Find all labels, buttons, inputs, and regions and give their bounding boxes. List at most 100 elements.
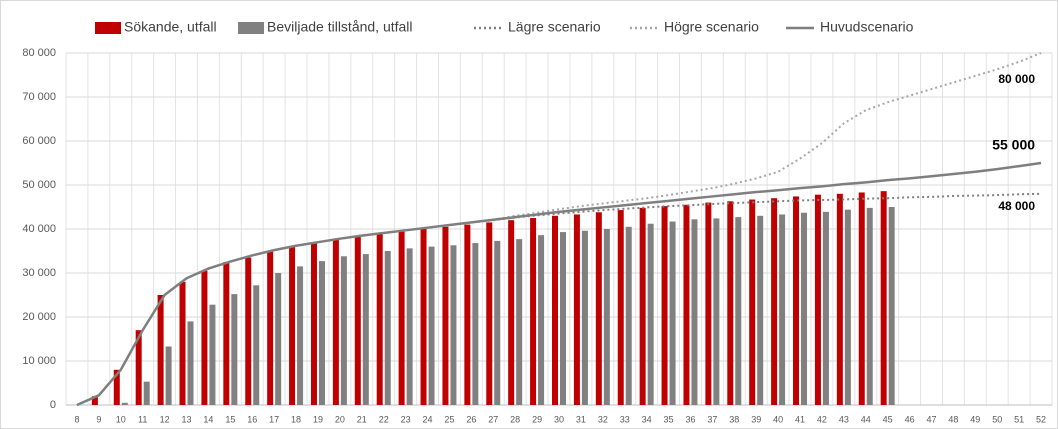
bar [735, 217, 742, 405]
bar [464, 224, 471, 405]
line [76, 161, 1042, 407]
x-tick-label: 44 [861, 414, 871, 424]
x-tick-label: 14 [203, 414, 213, 424]
x-tick-label: 25 [444, 414, 454, 424]
value-label: 55 000 [992, 137, 1035, 153]
bar [267, 251, 274, 405]
bar [880, 191, 887, 405]
bar [727, 201, 734, 405]
x-tick-label: 34 [642, 414, 652, 424]
y-tick-label: 20 000 [22, 311, 56, 323]
bar [793, 196, 800, 405]
legend-label: Huvudscenario [820, 19, 914, 35]
x-tick-label: 37 [707, 414, 717, 424]
bar [223, 262, 230, 405]
bar [494, 240, 501, 405]
y-tick-label: 50 000 [22, 179, 56, 191]
bar [814, 194, 821, 405]
x-tick-label: 10 [116, 414, 126, 424]
bar [376, 233, 383, 405]
bar [310, 242, 317, 405]
bar [428, 246, 435, 405]
x-tick-label: 23 [401, 414, 411, 424]
x-tick-label: 27 [488, 414, 498, 424]
bar [639, 207, 646, 405]
x-tick-label: 43 [839, 414, 849, 424]
bar [91, 396, 98, 405]
bar [757, 215, 764, 405]
bar [617, 210, 624, 405]
bar [538, 235, 545, 405]
bar [595, 212, 602, 405]
x-tick-label: 49 [970, 414, 980, 424]
bar [836, 193, 843, 405]
bar [822, 211, 829, 405]
y-tick-label: 30 000 [22, 267, 56, 279]
bar [165, 346, 172, 405]
x-tick-label: 39 [751, 414, 761, 424]
bar [691, 219, 698, 405]
bar [406, 248, 413, 405]
x-tick-label: 8 [74, 414, 79, 424]
legend-swatch [95, 22, 121, 34]
x-tick-label: 11 [138, 414, 147, 424]
x-tick-label: 15 [225, 414, 235, 424]
x-tick-label: 47 [926, 414, 936, 424]
x-tick-label: 36 [685, 414, 695, 424]
x-tick-label: 30 [554, 414, 564, 424]
bar [297, 266, 304, 405]
bar [275, 273, 282, 405]
x-tick-label: 40 [773, 414, 783, 424]
x-tick-label: 42 [817, 414, 827, 424]
y-tick-label: 80 000 [22, 47, 56, 59]
bar [661, 206, 668, 405]
bar [625, 226, 632, 405]
bar [340, 256, 347, 405]
bar [179, 281, 186, 405]
bar [398, 231, 405, 405]
bar [581, 230, 588, 405]
value-label: 48 000 [998, 199, 1035, 213]
bar [683, 204, 690, 405]
bar [552, 215, 558, 405]
bar [450, 245, 457, 405]
legend-label: Beviljade tillstånd, utfall [267, 19, 413, 35]
x-tick-label: 22 [379, 414, 389, 424]
bar [332, 238, 339, 405]
bar [771, 198, 778, 405]
bar [749, 199, 756, 405]
bar [705, 202, 712, 405]
x-tick-label: 35 [664, 414, 674, 424]
legend-swatch [238, 22, 264, 34]
bar [245, 257, 252, 405]
bar [201, 270, 208, 405]
bar [801, 212, 808, 405]
bar [362, 254, 369, 405]
bar [231, 294, 238, 405]
bar [669, 221, 676, 405]
bar [486, 222, 493, 405]
y-tick-label: 0 [50, 399, 56, 411]
bar [508, 220, 515, 405]
bar [209, 304, 216, 405]
bar [442, 226, 449, 405]
legend-label: Lägre scenario [508, 19, 601, 35]
bar [472, 243, 479, 405]
x-tick-label: 32 [598, 414, 608, 424]
bar [888, 207, 895, 405]
x-tick-label: 46 [905, 414, 915, 424]
bar [603, 229, 610, 405]
y-tick-label: 40 000 [22, 223, 56, 235]
bar [113, 369, 120, 405]
x-tick-label: 13 [182, 414, 192, 424]
x-tick-label: 41 [795, 414, 805, 424]
x-tick-label: 24 [423, 414, 433, 424]
bar [858, 192, 865, 405]
bar [530, 218, 537, 405]
x-tick-label: 29 [532, 414, 542, 424]
x-tick-label: 20 [335, 414, 345, 424]
y-tick-label: 10 000 [22, 355, 56, 367]
x-tick-label: 26 [466, 414, 476, 424]
bar [516, 239, 523, 405]
